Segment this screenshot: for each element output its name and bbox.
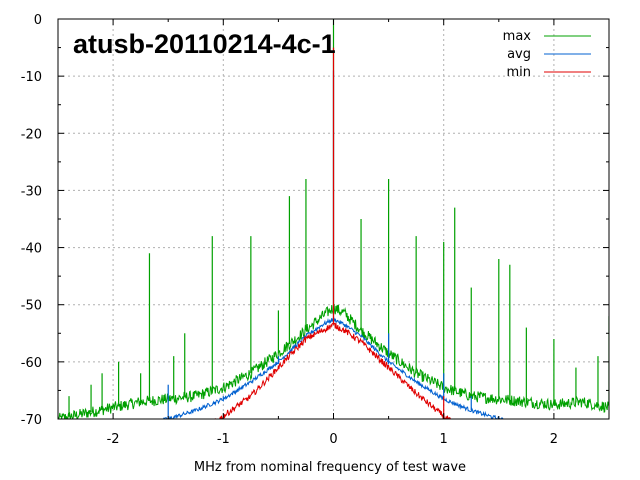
legend: max avg min	[503, 29, 591, 80]
y-tick-label: -20	[21, 127, 42, 142]
axis-ticks: -2 -1 0 1 20-10-20-30-40-50-60-70	[21, 13, 610, 447]
legend-label-min: min	[506, 65, 531, 80]
legend-label-avg: avg	[507, 47, 531, 62]
x-axis-title: MHz from nominal frequency of test wave	[194, 460, 466, 475]
legend-label-max: max	[503, 29, 532, 44]
y-tick-label: -70	[21, 413, 42, 428]
series-layer	[58, 19, 609, 419]
x-tick-label: 1	[440, 432, 448, 447]
y-tick-label: -40	[21, 242, 42, 257]
series-min	[58, 47, 609, 419]
y-tick-label: -30	[21, 184, 42, 199]
x-tick-label: 2	[550, 432, 558, 447]
y-tick-label: -10	[21, 70, 42, 85]
y-tick-label: -60	[21, 356, 42, 371]
x-tick-label: 0	[329, 432, 337, 447]
x-tick-label: -2	[107, 432, 120, 447]
y-tick-label: -50	[21, 299, 42, 314]
x-tick-label: -1	[217, 432, 230, 447]
chart-title: atusb-20110214-4c-1	[73, 29, 336, 59]
y-tick-label: 0	[34, 13, 42, 28]
